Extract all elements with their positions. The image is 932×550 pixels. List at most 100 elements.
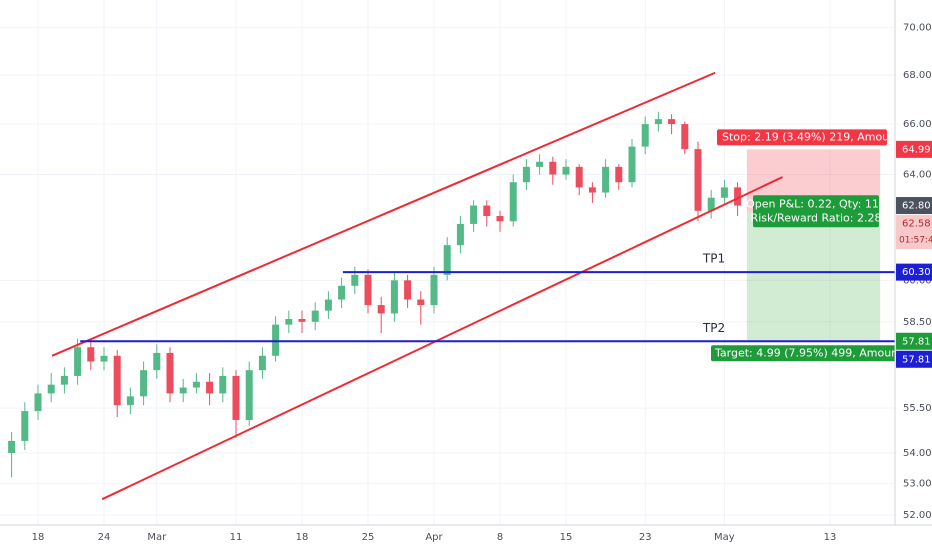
price-label-text: 62.80 <box>902 201 931 212</box>
candle-body <box>536 161 544 167</box>
countdown-text: 01:57:42 <box>899 236 932 246</box>
candle-body <box>166 352 174 394</box>
y-tick-label: 52.00 <box>903 510 932 521</box>
price-label <box>896 263 932 281</box>
y-tick-label: 68.00 <box>903 70 932 81</box>
candle-body <box>47 384 55 394</box>
candle-body <box>681 124 689 150</box>
y-tick-label: 70.00 <box>903 23 932 34</box>
candle-body <box>245 370 253 420</box>
horizontal-line-label: TP2 <box>702 321 725 335</box>
candle-body <box>615 166 623 183</box>
x-tick-label: 24 <box>98 532 111 543</box>
rr-text: Risk/Reward Ratio: 2.28 <box>751 211 882 224</box>
x-tick-label: 11 <box>230 532 243 543</box>
candle-body <box>641 124 649 147</box>
candle-body <box>734 187 742 206</box>
candle-body <box>575 166 583 188</box>
pnl-text: Open P&L: 0.22, Qty: 114 <box>746 197 886 210</box>
candle-body <box>430 274 438 306</box>
candle-body <box>456 223 464 246</box>
stop-box <box>717 129 887 146</box>
candle-body <box>628 146 636 183</box>
candle-body <box>258 355 266 371</box>
x-tick-label: 25 <box>362 532 375 543</box>
candle-body <box>443 245 451 275</box>
candle-body <box>34 393 42 412</box>
y-tick-label: 53.00 <box>903 479 932 490</box>
price-label <box>896 215 932 250</box>
price-label-text: 64.99 <box>902 144 931 155</box>
candle-body <box>390 280 398 314</box>
candle-body <box>562 166 570 175</box>
target-zone <box>746 211 881 342</box>
y-tick-label: 58.50 <box>903 317 932 328</box>
axes: 70.00 68.00 66.00 64.00 60.00 58.50 55.50 54.00… <box>32 23 932 543</box>
candle-body <box>192 381 200 388</box>
y-tick-label: 54.00 <box>903 448 932 459</box>
candle-body <box>522 166 530 183</box>
candle-body <box>219 375 227 394</box>
candle-body <box>21 411 29 441</box>
target-text: Target: 4.99 (7.95%) 499, Amount: 156 <box>714 346 931 359</box>
grid <box>0 0 895 525</box>
x-tick-label: 18 <box>296 532 309 543</box>
candle-body <box>668 119 676 125</box>
candle-body <box>509 182 517 222</box>
candle-body <box>338 285 346 300</box>
candle-body <box>720 187 728 198</box>
candle-body <box>113 355 121 406</box>
candle-body <box>179 387 187 394</box>
candle-body <box>588 187 596 193</box>
candle-body <box>87 347 95 362</box>
candle-body <box>206 381 214 394</box>
plot-area: TP1 TP2 Stop: 2.19 (3.49%) 219, Amount: 75… <box>8 71 931 501</box>
candle-body <box>470 205 478 224</box>
x-tick-label: 23 <box>639 532 652 543</box>
candle-body <box>654 119 662 125</box>
price-label-text: 60.30 <box>902 267 931 278</box>
price-label-text: 62.58 <box>902 219 931 230</box>
candle-body <box>496 216 504 222</box>
x-tick-label: 8 <box>497 532 503 543</box>
y-tick-label: 55.50 <box>903 403 932 414</box>
candle-body <box>140 370 148 397</box>
y-tick-label: 64.00 <box>903 170 932 181</box>
candle-body <box>377 305 385 314</box>
candle-body <box>602 166 610 193</box>
candle-body <box>153 352 161 371</box>
price-label <box>896 350 932 368</box>
candle-body <box>272 324 280 356</box>
candle-body <box>694 149 702 211</box>
x-tick-label: Mar <box>147 532 167 543</box>
candle-body <box>100 355 108 362</box>
price-label-text: 57.81 <box>902 354 931 365</box>
candle-body <box>417 299 425 306</box>
target-box <box>711 345 895 362</box>
x-tick-label: 15 <box>560 532 573 543</box>
candle-body <box>549 161 557 175</box>
pnl-box <box>753 195 879 228</box>
candle-body <box>351 274 359 286</box>
candle-body <box>232 375 240 420</box>
x-tick-label: 18 <box>32 532 45 543</box>
candle-body <box>285 319 293 325</box>
candle-body <box>60 375 68 385</box>
candle-body <box>311 310 319 322</box>
candle-body <box>298 319 306 322</box>
candle-body <box>324 299 332 311</box>
horizontal-line-label: TP1 <box>702 252 725 266</box>
candle-body <box>404 280 412 300</box>
candle-body <box>8 440 16 454</box>
x-tick-label: 13 <box>824 532 837 543</box>
price-label <box>896 332 932 350</box>
candle-body <box>707 197 715 211</box>
x-tick-label: Apr <box>425 532 443 543</box>
candle-body <box>74 347 82 376</box>
price-label <box>896 197 932 215</box>
price-label-text: 57.81 <box>902 336 931 347</box>
trend-line <box>101 176 783 501</box>
